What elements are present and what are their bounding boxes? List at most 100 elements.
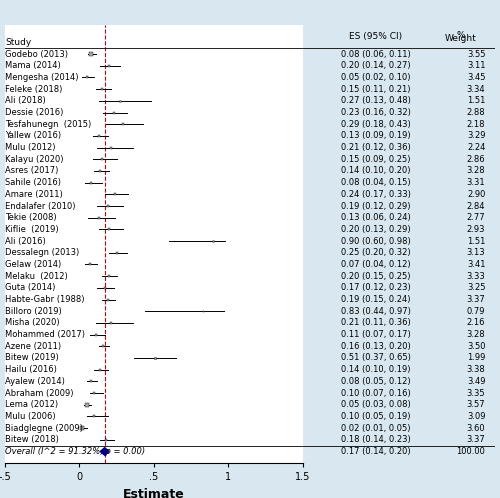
Text: 3.28: 3.28 (467, 330, 485, 339)
Text: Tesfahunegn  (2015): Tesfahunegn (2015) (5, 120, 91, 129)
X-axis label: Estimate: Estimate (123, 488, 184, 498)
Text: 0.08 (0.06, 0.11): 0.08 (0.06, 0.11) (341, 50, 410, 59)
Text: 3.45: 3.45 (467, 73, 485, 82)
Text: Mengesha (2014): Mengesha (2014) (5, 73, 78, 82)
Text: 0.13 (0.09, 0.19): 0.13 (0.09, 0.19) (341, 131, 410, 140)
Text: Endalafer (2010): Endalafer (2010) (5, 202, 76, 211)
Text: Hailu (2016): Hailu (2016) (5, 365, 57, 374)
Text: 3.25: 3.25 (467, 283, 485, 292)
Text: 3.35: 3.35 (467, 388, 485, 397)
Text: 0.16 (0.13, 0.20): 0.16 (0.13, 0.20) (341, 342, 410, 351)
Text: 0.21 (0.11, 0.36): 0.21 (0.11, 0.36) (341, 318, 410, 327)
Text: Weight: Weight (444, 34, 476, 43)
Text: 3.33: 3.33 (466, 271, 485, 281)
Text: 2.16: 2.16 (467, 318, 485, 327)
Text: 0.79: 0.79 (467, 307, 485, 316)
Text: 0.83 (0.44, 0.97): 0.83 (0.44, 0.97) (340, 307, 410, 316)
Text: 0.19 (0.12, 0.29): 0.19 (0.12, 0.29) (341, 202, 410, 211)
Text: 3.60: 3.60 (467, 424, 485, 433)
Text: 2.77: 2.77 (467, 213, 485, 222)
Text: 0.20 (0.14, 0.27): 0.20 (0.14, 0.27) (341, 61, 410, 70)
Text: 0.11 (0.07, 0.17): 0.11 (0.07, 0.17) (341, 330, 410, 339)
Text: 0.08 (0.04, 0.15): 0.08 (0.04, 0.15) (341, 178, 410, 187)
Text: Azene (2011): Azene (2011) (5, 342, 61, 351)
Text: Sahile (2016): Sahile (2016) (5, 178, 61, 187)
Text: Mama (2014): Mama (2014) (5, 61, 61, 70)
Text: 3.31: 3.31 (467, 178, 485, 187)
Text: 0.21 (0.12, 0.36): 0.21 (0.12, 0.36) (341, 143, 410, 152)
Text: Kiflie  (2019): Kiflie (2019) (5, 225, 59, 234)
Text: Abraham (2009): Abraham (2009) (5, 388, 73, 397)
Text: 0.29 (0.18, 0.43): 0.29 (0.18, 0.43) (341, 120, 410, 129)
Text: 2.86: 2.86 (467, 155, 485, 164)
Text: Yallew (2016): Yallew (2016) (5, 131, 61, 140)
Text: 2.84: 2.84 (467, 202, 485, 211)
Text: 0.17 (0.12, 0.23): 0.17 (0.12, 0.23) (341, 283, 410, 292)
Text: Asres (2017): Asres (2017) (5, 166, 59, 175)
Text: 0.14 (0.10, 0.19): 0.14 (0.10, 0.19) (341, 365, 410, 374)
Text: 1.51: 1.51 (467, 96, 485, 106)
Text: Lema (2012): Lema (2012) (5, 400, 58, 409)
Text: 3.49: 3.49 (467, 377, 485, 386)
Text: 0.17 (0.14, 0.20): 0.17 (0.14, 0.20) (341, 447, 410, 456)
Text: 0.10 (0.05, 0.19): 0.10 (0.05, 0.19) (341, 412, 410, 421)
Text: Dessie (2016): Dessie (2016) (5, 108, 64, 117)
Text: 3.37: 3.37 (466, 295, 485, 304)
Text: 3.34: 3.34 (467, 85, 485, 94)
Text: 3.28: 3.28 (467, 166, 485, 175)
Text: 0.10 (0.07, 0.16): 0.10 (0.07, 0.16) (341, 388, 410, 397)
Text: 2.24: 2.24 (467, 143, 485, 152)
Text: Mulu (2012): Mulu (2012) (5, 143, 56, 152)
Text: 3.41: 3.41 (467, 260, 485, 269)
Text: 0.24 (0.17, 0.33): 0.24 (0.17, 0.33) (340, 190, 410, 199)
Text: Bitew (2019): Bitew (2019) (5, 354, 59, 363)
Text: Ali (2016): Ali (2016) (5, 237, 46, 246)
Text: 1.99: 1.99 (467, 354, 485, 363)
Text: Overall (I^2 = 91.32%, p = 0.00): Overall (I^2 = 91.32%, p = 0.00) (5, 447, 145, 456)
Text: 0.15 (0.11, 0.21): 0.15 (0.11, 0.21) (341, 85, 410, 94)
Text: Biadglegne (2009): Biadglegne (2009) (5, 424, 83, 433)
Text: %: % (456, 30, 464, 39)
Text: Kalayu (2020): Kalayu (2020) (5, 155, 64, 164)
Text: Guta (2014): Guta (2014) (5, 283, 56, 292)
Text: Mulu (2006): Mulu (2006) (5, 412, 56, 421)
Text: 3.50: 3.50 (467, 342, 485, 351)
Text: Ali (2018): Ali (2018) (5, 96, 46, 106)
Text: Mohammed (2017): Mohammed (2017) (5, 330, 85, 339)
Text: Dessalegn (2013): Dessalegn (2013) (5, 249, 79, 257)
Text: 0.51 (0.37, 0.65): 0.51 (0.37, 0.65) (340, 354, 410, 363)
Text: 0.07 (0.04, 0.12): 0.07 (0.04, 0.12) (341, 260, 410, 269)
Text: Melaku  (2012): Melaku (2012) (5, 271, 68, 281)
Text: 0.15 (0.09, 0.25): 0.15 (0.09, 0.25) (341, 155, 410, 164)
Text: Gelaw (2014): Gelaw (2014) (5, 260, 61, 269)
Text: 0.19 (0.15, 0.24): 0.19 (0.15, 0.24) (341, 295, 410, 304)
Polygon shape (100, 448, 109, 455)
Text: 0.05 (0.03, 0.08): 0.05 (0.03, 0.08) (341, 400, 410, 409)
Text: Godebo (2013): Godebo (2013) (5, 50, 68, 59)
Text: Ayalew (2014): Ayalew (2014) (5, 377, 65, 386)
Text: 3.11: 3.11 (467, 61, 485, 70)
Text: 3.55: 3.55 (467, 50, 485, 59)
Text: 2.90: 2.90 (467, 190, 485, 199)
Text: 0.08 (0.05, 0.12): 0.08 (0.05, 0.12) (341, 377, 410, 386)
Text: 3.38: 3.38 (466, 365, 485, 374)
Text: Amare (2011): Amare (2011) (5, 190, 63, 199)
Text: Feleke (2018): Feleke (2018) (5, 85, 62, 94)
Text: 0.20 (0.15, 0.25): 0.20 (0.15, 0.25) (341, 271, 410, 281)
Text: Billoro (2019): Billoro (2019) (5, 307, 62, 316)
Text: 0.27 (0.13, 0.48): 0.27 (0.13, 0.48) (340, 96, 410, 106)
Text: 2.88: 2.88 (467, 108, 485, 117)
Text: 0.05 (0.02, 0.10): 0.05 (0.02, 0.10) (341, 73, 410, 82)
Text: Study: Study (5, 38, 31, 47)
Text: Misha (2020): Misha (2020) (5, 318, 60, 327)
Text: 2.18: 2.18 (467, 120, 485, 129)
Text: 3.09: 3.09 (467, 412, 485, 421)
Text: 0.02 (0.01, 0.05): 0.02 (0.01, 0.05) (341, 424, 410, 433)
Text: 3.57: 3.57 (467, 400, 485, 409)
Text: Bitew (2018): Bitew (2018) (5, 435, 59, 444)
Text: 0.13 (0.06, 0.24): 0.13 (0.06, 0.24) (341, 213, 410, 222)
Text: 1.51: 1.51 (467, 237, 485, 246)
Text: 100.00: 100.00 (456, 447, 486, 456)
Text: 3.37: 3.37 (466, 435, 485, 444)
Text: 0.20 (0.13, 0.29): 0.20 (0.13, 0.29) (341, 225, 410, 234)
